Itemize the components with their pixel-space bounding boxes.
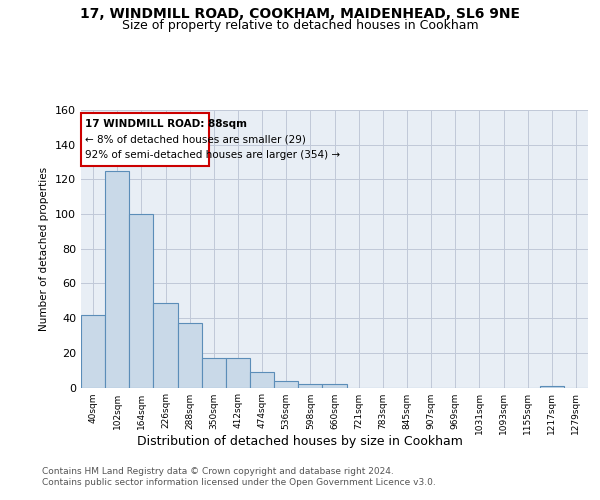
- Bar: [274, 380, 298, 388]
- Text: Size of property relative to detached houses in Cookham: Size of property relative to detached ho…: [122, 19, 478, 32]
- Text: Contains public sector information licensed under the Open Government Licence v3: Contains public sector information licen…: [42, 478, 436, 487]
- Bar: [250, 372, 274, 388]
- Bar: [105, 170, 129, 388]
- Text: Distribution of detached houses by size in Cookham: Distribution of detached houses by size …: [137, 435, 463, 448]
- Text: 17, WINDMILL ROAD, COOKHAM, MAIDENHEAD, SL6 9NE: 17, WINDMILL ROAD, COOKHAM, MAIDENHEAD, …: [80, 8, 520, 22]
- Bar: [129, 214, 154, 388]
- Bar: [154, 302, 178, 388]
- Bar: [540, 386, 564, 388]
- Text: ← 8% of detached houses are smaller (29): ← 8% of detached houses are smaller (29): [85, 134, 305, 144]
- Y-axis label: Number of detached properties: Number of detached properties: [40, 166, 49, 331]
- Text: Contains HM Land Registry data © Crown copyright and database right 2024.: Contains HM Land Registry data © Crown c…: [42, 468, 394, 476]
- Bar: [322, 384, 347, 388]
- Bar: [226, 358, 250, 388]
- Bar: [81, 114, 209, 166]
- Bar: [298, 384, 322, 388]
- Bar: [178, 324, 202, 388]
- Text: 92% of semi-detached houses are larger (354) →: 92% of semi-detached houses are larger (…: [85, 150, 340, 160]
- Bar: [81, 314, 105, 388]
- Bar: [202, 358, 226, 388]
- Text: 17 WINDMILL ROAD: 88sqm: 17 WINDMILL ROAD: 88sqm: [85, 118, 247, 128]
